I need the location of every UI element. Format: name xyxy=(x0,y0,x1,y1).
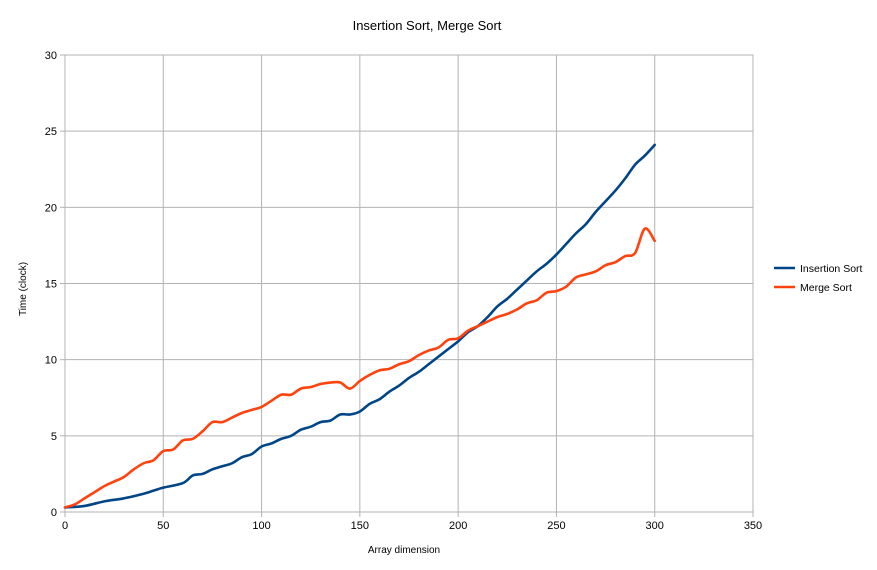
chart-title: Insertion Sort, Merge Sort xyxy=(353,18,502,33)
y-tick-label: 30 xyxy=(45,50,57,62)
legend: Insertion Sort Merge Sort xyxy=(774,263,863,294)
y-tick-label: 5 xyxy=(51,431,57,443)
series-line-merge-sort xyxy=(63,227,657,509)
x-axis-title: Array dimension xyxy=(368,545,440,556)
y-tick-label: 10 xyxy=(45,355,57,367)
x-tick-label: 100 xyxy=(252,520,270,532)
grid xyxy=(64,54,754,513)
x-tick-label: 50 xyxy=(157,520,169,532)
x-tick-label: 250 xyxy=(547,520,565,532)
x-tick-label: 350 xyxy=(744,520,762,532)
y-axis-title: Time (clock) xyxy=(18,262,29,316)
series-line-insertion-sort xyxy=(63,143,657,509)
series xyxy=(63,143,657,509)
y-tick-label: 0 xyxy=(51,507,57,519)
x-tick-label: 300 xyxy=(646,520,664,532)
legend-label-insertion-sort: Insertion Sort xyxy=(800,263,863,275)
plot-area-border xyxy=(64,54,754,513)
y-tick-label: 25 xyxy=(45,126,57,138)
x-tick-label: 0 xyxy=(62,520,68,532)
legend-label-merge-sort: Merge Sort xyxy=(800,282,852,294)
y-tick-label: 20 xyxy=(45,202,57,214)
y-tick-label: 15 xyxy=(45,279,57,291)
x-tick-label: 150 xyxy=(351,520,369,532)
x-tick-label: 200 xyxy=(449,520,467,532)
